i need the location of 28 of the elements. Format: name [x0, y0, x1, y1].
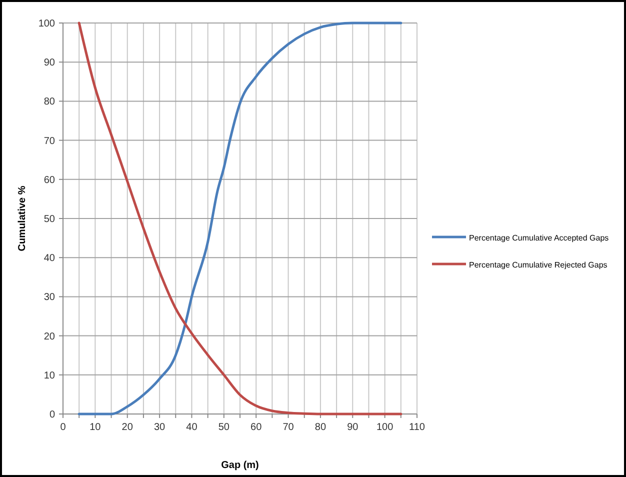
line-series — [78, 22, 402, 416]
legend-label: Percentage Cumulative Rejected Gaps — [469, 260, 608, 270]
y-tick-label: 20 — [44, 331, 56, 342]
x-tick-label: 100 — [376, 422, 394, 433]
y-tick-label: 60 — [44, 174, 56, 186]
x-tick-label: 20 — [122, 422, 134, 433]
x-tick-label: 90 — [347, 422, 359, 433]
y-tick-label: 70 — [44, 136, 56, 147]
x-axis-title: Gap (m) — [221, 460, 259, 471]
x-tick-label: 80 — [314, 422, 326, 433]
y-tick-label: 80 — [44, 96, 56, 108]
y-tick-label: 10 — [44, 370, 56, 382]
legend-label: Percentage Cumulative Accepted Gaps — [469, 234, 609, 242]
y-axis-title: Cumulative % — [17, 186, 28, 252]
x-tick-label: 30 — [154, 422, 166, 433]
y-tick-label: 30 — [44, 292, 56, 304]
y-tick-label: 100 — [38, 18, 56, 30]
x-tick-label: 50 — [218, 422, 230, 433]
y-tick-label: 40 — [44, 253, 56, 264]
x-tick-label: 40 — [186, 422, 198, 433]
x-tick-label: 10 — [90, 422, 102, 433]
x-tick-label: 60 — [250, 422, 262, 433]
y-tick-label: 90 — [44, 58, 56, 69]
y-tick-label: 50 — [44, 214, 56, 225]
x-tick-label: 0 — [60, 422, 66, 433]
x-tick-label: 110 — [409, 422, 426, 433]
y-tick-label: 0 — [49, 410, 56, 420]
x-tick-label: 70 — [282, 422, 294, 433]
